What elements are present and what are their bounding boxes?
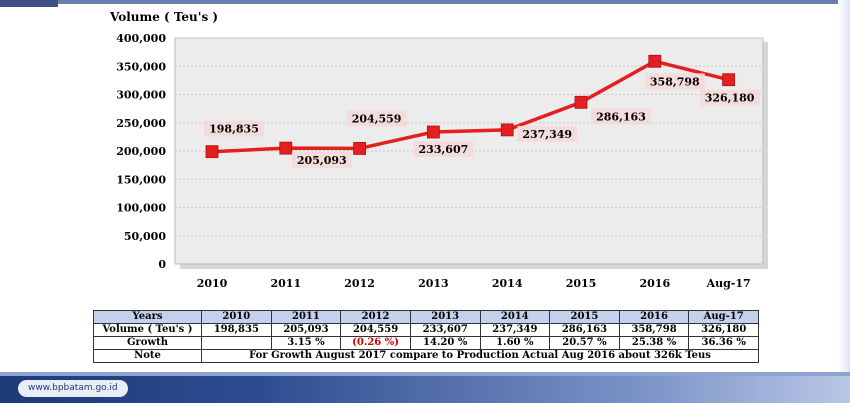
volume-cell: 205,093	[270, 323, 342, 337]
volume-cell: 233,607	[409, 323, 481, 337]
growth-cell: 25.38 %	[618, 336, 690, 350]
table-row-years: Years 2010 2011 2012 2013 2014 2015 2016…	[93, 310, 759, 324]
footer-stripe	[0, 372, 850, 376]
volume-cell: 204,559	[340, 323, 411, 337]
data-label-bg	[204, 120, 264, 137]
volume-cell: 358,798	[618, 323, 690, 337]
top-bar	[0, 0, 850, 4]
y-axis-title: Volume ( Teu's )	[110, 10, 219, 24]
data-point-marker	[353, 142, 367, 155]
data-point-marker	[648, 54, 662, 68]
x-tick-label: 2016	[639, 277, 670, 290]
y-tick-label: 300,000	[116, 89, 166, 102]
volume-cell: 198,835	[201, 323, 272, 337]
table-header-cell: 2014	[479, 310, 551, 324]
table-header-cell: 2016	[618, 310, 690, 324]
table-header-cell: 2011	[270, 310, 342, 324]
x-tick-label: 2015	[566, 277, 597, 290]
volume-label-cell: Volume ( Teu's )	[93, 323, 202, 337]
y-tick-label: 350,000	[116, 60, 166, 73]
volume-cell: 326,180	[688, 323, 759, 337]
y-tick-label: 400,000	[116, 32, 166, 45]
x-tick-label: 2013	[418, 277, 449, 290]
data-label: 204,559	[352, 112, 402, 125]
data-point-marker	[574, 95, 588, 109]
x-tick-label: 2011	[270, 277, 301, 290]
table-header-cell: 2013	[409, 310, 481, 324]
x-tick-label: 2010	[197, 277, 228, 290]
y-tick-label: 150,000	[116, 173, 166, 186]
data-point-marker	[500, 123, 514, 137]
growth-cell: 20.57 %	[549, 336, 620, 350]
data-label-bg	[699, 89, 760, 106]
growth-cell	[201, 336, 272, 350]
series-line	[211, 59, 730, 154]
x-tick-label: 2012	[344, 277, 375, 290]
table-header-cell: 2012	[340, 310, 411, 324]
y-tick-label: 250,000	[116, 117, 166, 130]
table-row-growth: Growth 3.15 % (0.26 %) 14.20 % 1.60 % 20…	[93, 336, 759, 350]
data-label-bg	[644, 73, 705, 90]
data-label: 326,180	[705, 92, 755, 105]
right-edge-shade	[838, 0, 850, 403]
footer-band	[0, 376, 850, 403]
website-link[interactable]: www.bpbatam.go.id	[18, 380, 128, 397]
y-tick-label: 0	[158, 258, 166, 271]
data-point-marker	[426, 125, 440, 139]
series-markers	[205, 54, 735, 159]
y-tick-labels: 0 50,000 100,000 150,000 200,000 250,000 300,0…	[116, 32, 166, 271]
data-point-marker	[279, 141, 293, 155]
table-header-cell: Years	[93, 310, 202, 324]
note-label-cell: Note	[93, 349, 202, 363]
table-header-cell: Aug-17	[688, 310, 759, 324]
volume-cell: 237,349	[479, 323, 551, 337]
data-table: Years 2010 2011 2012 2013 2014 2015 2016…	[93, 310, 759, 363]
line-chart: 0 50,000 100,000 150,000 200,000 250,000 300,0…	[116, 32, 768, 290]
x-tick-label: 2014	[492, 277, 523, 290]
data-label-bg	[291, 152, 352, 169]
table-header-cell: 2015	[549, 310, 620, 324]
data-labels: 198,835 205,093 204,559 233,607 237,349 286,1…	[204, 73, 760, 169]
data-label-bg	[517, 125, 578, 142]
growth-cell: 14.20 %	[409, 336, 481, 350]
data-label: 286,163	[596, 110, 646, 123]
table-row-volume: Volume ( Teu's ) 198,835 205,093 204,559…	[93, 323, 759, 337]
y-tick-label: 100,000	[116, 202, 166, 215]
growth-cell: 36.36 %	[688, 336, 759, 350]
data-label-bg	[591, 108, 651, 125]
y-tick-label: 200,000	[116, 145, 166, 158]
data-label: 358,798	[650, 75, 700, 88]
growth-cell: 1.60 %	[479, 336, 551, 350]
growth-cell: 3.15 %	[270, 336, 342, 350]
volume-cell: 286,163	[549, 323, 620, 337]
x-tick-labels: 2010 2011 2012 2013 2014 2015 2016 Aug-17	[197, 277, 751, 290]
growth-label-cell: Growth	[93, 336, 202, 350]
note-text-cell: For Growth August 2017 compare to Produc…	[201, 349, 759, 363]
data-label: 237,349	[522, 128, 572, 141]
table-row-note: Note For Growth August 2017 compare to P…	[93, 349, 759, 363]
x-tick-label: Aug-17	[706, 277, 751, 290]
table-header-cell: 2010	[201, 310, 272, 324]
y-tick-label: 50,000	[124, 230, 166, 243]
data-label: 198,835	[209, 123, 259, 136]
data-label-bg	[346, 110, 407, 127]
data-point-marker	[722, 73, 735, 87]
data-label: 233,607	[419, 143, 469, 156]
data-label: 205,093	[297, 154, 347, 167]
growth-cell-negative: (0.26 %)	[340, 336, 411, 350]
data-label-bg	[413, 141, 474, 158]
data-point-marker	[205, 145, 219, 159]
top-tab	[0, 0, 58, 7]
